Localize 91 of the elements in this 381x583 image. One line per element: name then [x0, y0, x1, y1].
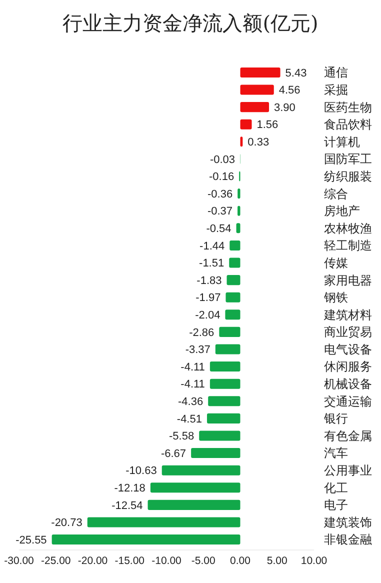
y-tick-label: 建筑装饰 — [323, 515, 372, 530]
bar — [219, 326, 240, 337]
data-label: 5.43 — [285, 67, 307, 80]
bar — [236, 223, 240, 234]
data-label: -0.54 — [206, 223, 232, 236]
data-label: -20.73 — [51, 517, 82, 530]
data-label: -1.51 — [199, 258, 224, 270]
data-label: -4.11 — [180, 378, 205, 391]
y-tick-label: 汽车 — [324, 446, 348, 460]
y-tick-label: 交通运输 — [324, 394, 372, 408]
data-label: -1.83 — [196, 274, 222, 287]
x-tick-label: -20.00 — [78, 555, 108, 567]
data-label: -3.37 — [185, 344, 210, 356]
bar — [162, 465, 240, 476]
data-label: -4.51 — [176, 413, 202, 426]
y-tick-label: 计算机 — [324, 134, 360, 149]
data-label: -4.11 — [180, 361, 205, 374]
bar — [191, 448, 240, 458]
y-tick-label: 建筑材料 — [323, 308, 372, 322]
x-tick-label: 10.00 — [300, 555, 328, 567]
bar — [230, 240, 240, 250]
data-label: -0.37 — [207, 206, 233, 218]
x-tick-label: -25.00 — [40, 555, 71, 567]
data-label: 4.56 — [278, 84, 300, 97]
y-tick-label: 食品饮料 — [324, 118, 372, 132]
bar — [238, 188, 240, 199]
x-tick-label: -30.00 — [4, 555, 34, 567]
data-label: -0.36 — [208, 188, 233, 200]
bar — [210, 362, 240, 372]
data-label: -12.18 — [114, 482, 146, 494]
x-tick-label: -10.00 — [152, 555, 182, 567]
y-tick-label: 综合 — [324, 186, 348, 201]
bar — [215, 344, 240, 354]
y-tick-label: 有色金属 — [324, 428, 372, 443]
bar — [240, 67, 280, 78]
bar — [208, 396, 240, 406]
y-tick-label: 医药生物 — [324, 100, 372, 114]
bar — [226, 292, 240, 302]
data-label: -2.86 — [189, 326, 214, 339]
bar — [240, 102, 270, 112]
y-tick-label: 电子 — [324, 498, 348, 512]
y-tick-label: 房地产 — [324, 204, 360, 218]
y-tick-label: 商业贸易 — [324, 325, 372, 340]
bar — [148, 500, 240, 510]
data-label: -4.36 — [178, 396, 204, 408]
data-label: -5.58 — [169, 430, 194, 443]
bar — [240, 84, 274, 95]
y-tick-label: 机械设备 — [324, 377, 372, 392]
bar — [210, 378, 240, 389]
bar — [229, 258, 240, 268]
chart-title: 行业主力资金净流入额(亿元) — [62, 11, 318, 35]
y-tick-label: 化工 — [324, 480, 348, 495]
x-tick-label: -5.00 — [191, 555, 216, 567]
y-tick-label: 休闲服务 — [324, 360, 372, 374]
data-label: 1.56 — [256, 119, 278, 132]
y-tick-label: 钢铁 — [323, 290, 348, 305]
bar — [240, 119, 252, 130]
bar — [226, 275, 240, 286]
data-label: 0.33 — [248, 136, 270, 149]
y-tick-label: 纺织服装 — [324, 169, 372, 184]
data-label: -10.63 — [126, 465, 157, 478]
data-label: -0.03 — [210, 154, 236, 166]
data-label: -25.55 — [16, 534, 47, 546]
y-tick-label: 非银金融 — [324, 532, 372, 547]
bar — [199, 430, 240, 441]
data-label: -1.44 — [200, 240, 225, 252]
y-tick-label: 国防军工 — [324, 152, 372, 166]
bar — [87, 517, 240, 528]
y-tick-label: 传媒 — [324, 256, 348, 270]
bar — [206, 413, 240, 424]
data-label: -6.67 — [160, 448, 186, 460]
bar — [52, 534, 240, 545]
data-label: -12.54 — [112, 500, 143, 512]
y-tick-label: 家用电器 — [324, 273, 372, 288]
y-tick-label: 轻工制造 — [324, 238, 372, 253]
bar — [150, 482, 240, 493]
data-label: -2.04 — [195, 310, 220, 322]
data-label: -1.97 — [196, 292, 221, 304]
x-tick-label: -15.00 — [114, 555, 145, 567]
data-label: -0.16 — [208, 171, 234, 184]
x-tick-label: 5.00 — [266, 555, 288, 567]
y-tick-label: 银行 — [323, 412, 348, 426]
y-tick-label: 采掘 — [324, 82, 348, 97]
bar — [225, 310, 240, 320]
y-tick-label: 公用事业 — [324, 464, 372, 478]
data-label: 3.90 — [274, 102, 296, 114]
y-tick-label: 农林牧渔 — [324, 221, 372, 236]
y-tick-label: 通信 — [324, 66, 348, 80]
x-tick-label: 0.00 — [230, 555, 251, 567]
bar — [238, 206, 240, 216]
y-tick-label: 电气设备 — [324, 342, 372, 356]
